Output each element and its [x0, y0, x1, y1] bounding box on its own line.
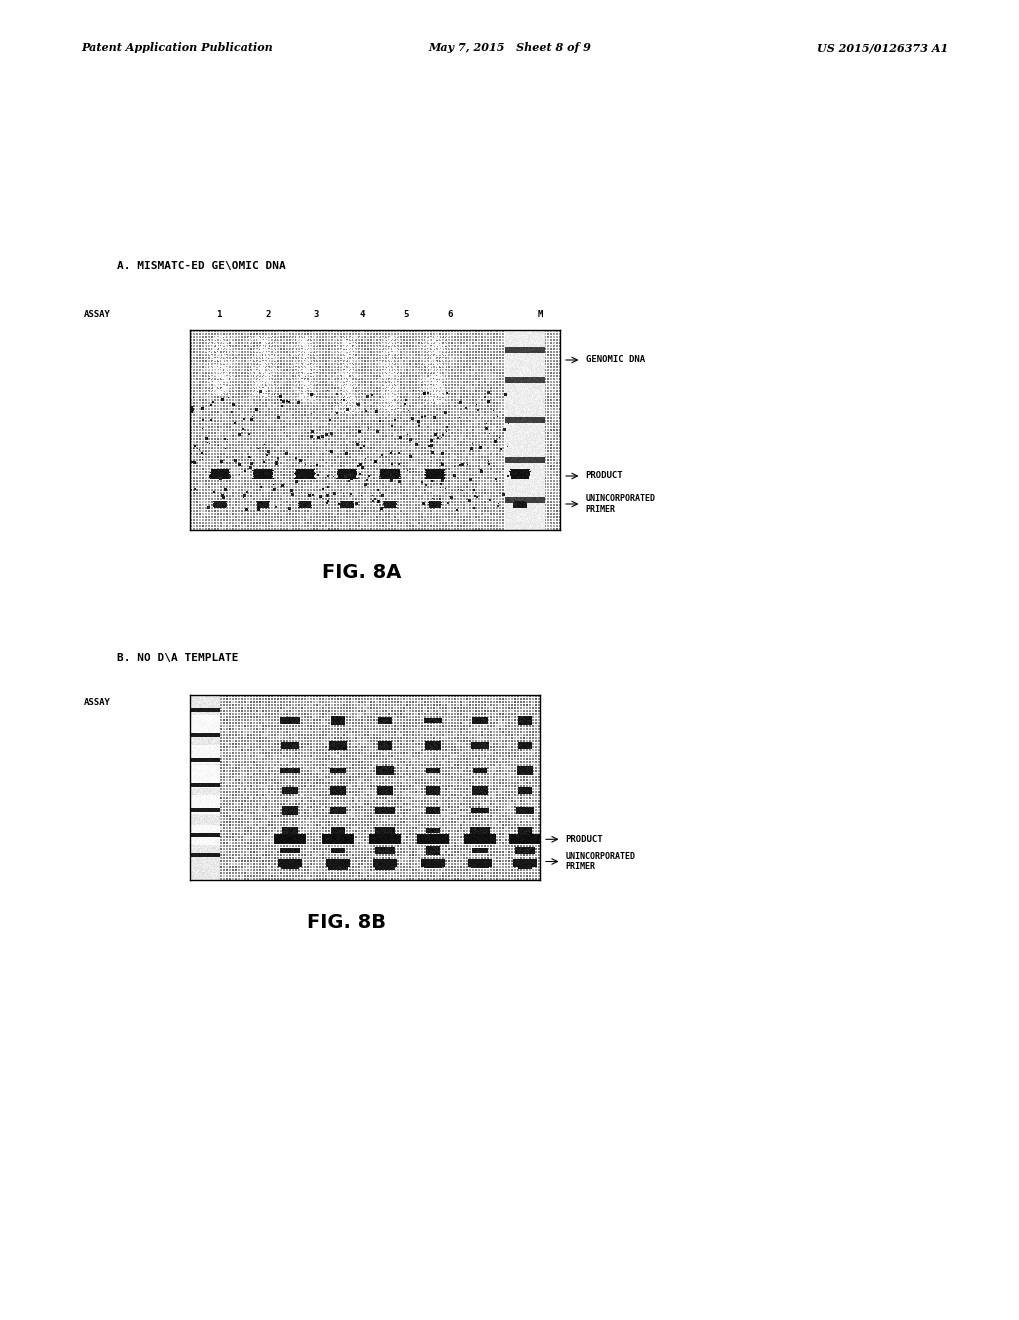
Text: A. MISMATC-ED GE\OMIC DNA: A. MISMATC-ED GE\OMIC DNA — [117, 260, 285, 271]
Text: 1: 1 — [216, 310, 222, 318]
Text: 5: 5 — [403, 310, 409, 318]
Text: B. NO D\A TEMPLATE: B. NO D\A TEMPLATE — [117, 652, 238, 663]
Text: FIG. 8A: FIG. 8A — [322, 564, 401, 582]
Text: US 2015/0126373 A1: US 2015/0126373 A1 — [816, 42, 948, 53]
Text: 3: 3 — [313, 310, 319, 318]
Text: 1: 1 — [247, 698, 253, 706]
Text: GENOMIC DNA: GENOMIC DNA — [585, 355, 644, 364]
Text: PRODUCT: PRODUCT — [565, 834, 602, 843]
Text: Patent Application Publication: Patent Application Publication — [82, 42, 273, 53]
Text: 2: 2 — [265, 310, 271, 318]
Text: 5: 5 — [426, 698, 432, 706]
Text: 3: 3 — [338, 698, 344, 706]
Text: 6: 6 — [469, 698, 475, 706]
Text: 4: 4 — [359, 310, 365, 318]
Text: ASSAY: ASSAY — [84, 310, 110, 318]
Text: UNINCORPORATED
PRIMER: UNINCORPORATED PRIMER — [585, 494, 655, 513]
Text: 2: 2 — [292, 698, 299, 706]
Text: PRODUCT: PRODUCT — [585, 471, 623, 480]
Text: FIG. 8B: FIG. 8B — [307, 913, 386, 932]
Text: M: M — [201, 698, 207, 706]
Text: May 7, 2015   Sheet 8 of 9: May 7, 2015 Sheet 8 of 9 — [428, 42, 591, 53]
Text: M: M — [537, 310, 543, 318]
Text: ASSAY: ASSAY — [84, 698, 110, 706]
Text: 6: 6 — [446, 310, 452, 318]
Text: 4: 4 — [382, 698, 388, 706]
Text: UNINCORPORATED
PRIMER: UNINCORPORATED PRIMER — [565, 851, 635, 871]
